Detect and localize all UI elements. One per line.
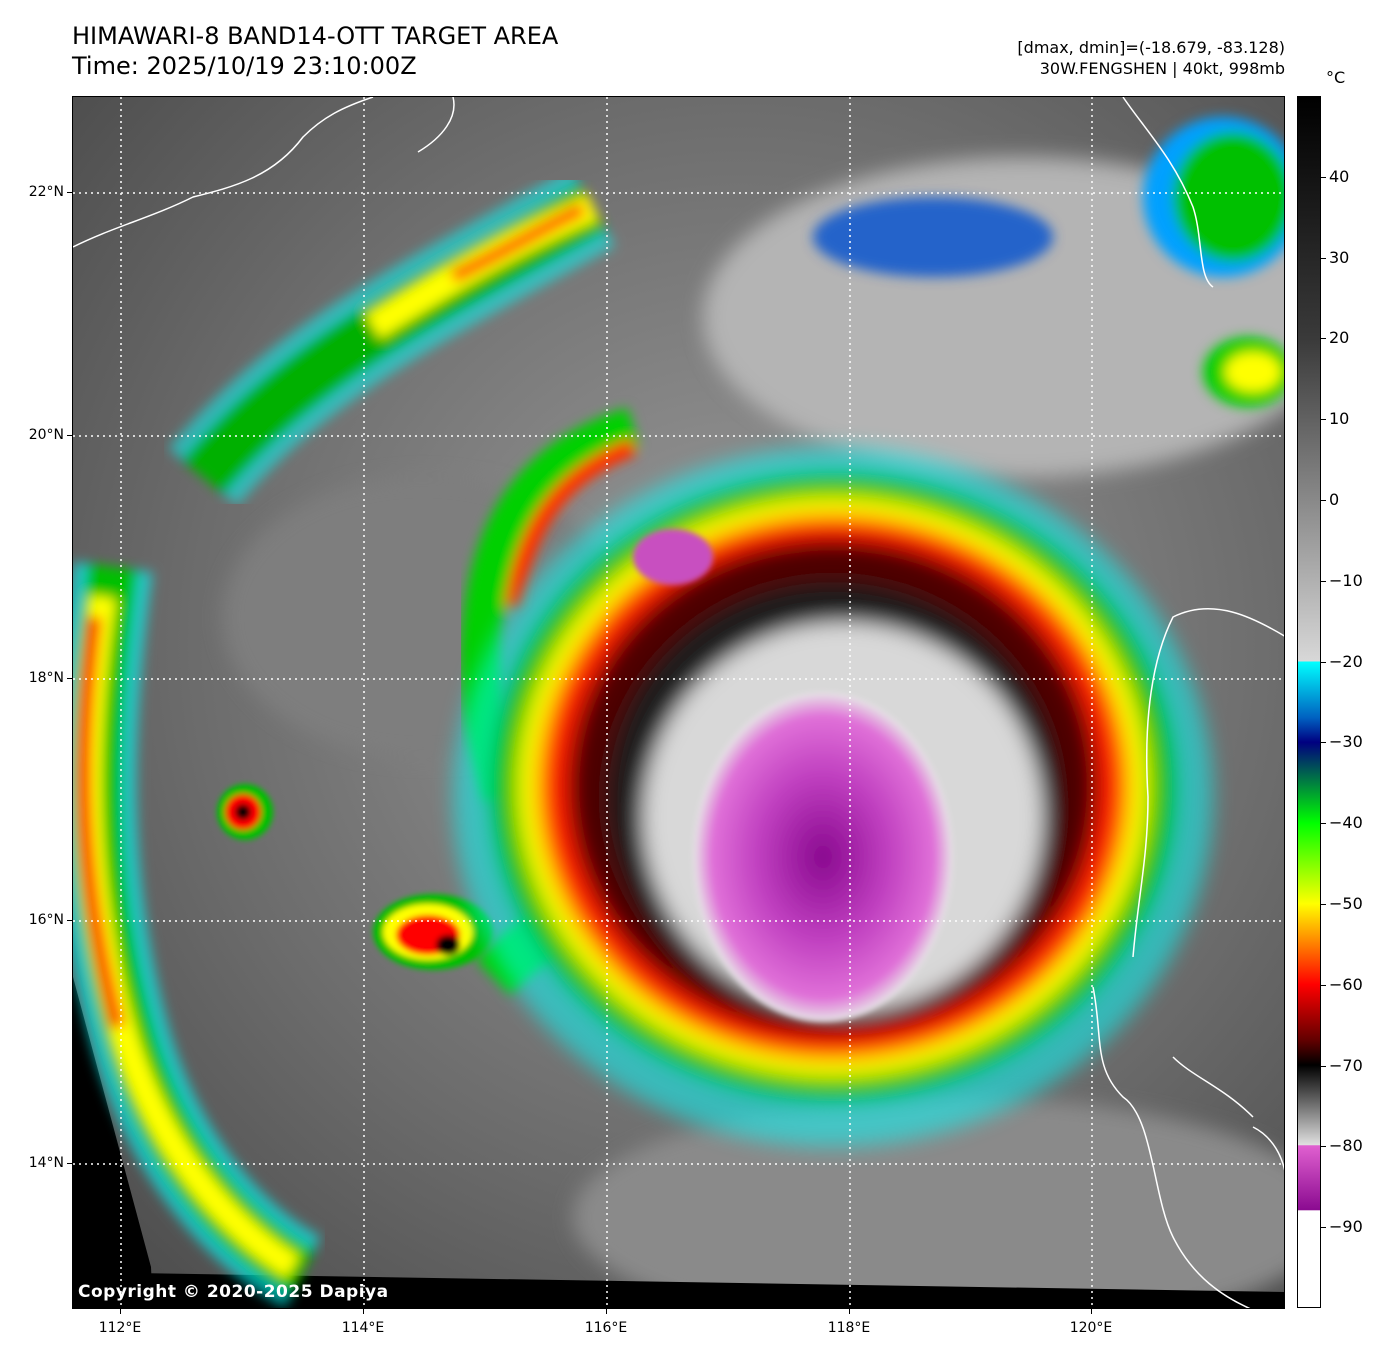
lat-tick [67,920,72,921]
colorbar-unit: °C [1326,68,1346,87]
lat-label-22: 22°N [28,184,64,200]
isolated-cell-west [373,894,493,970]
colorbar-tick [1321,661,1326,663]
lat-tick [67,678,72,679]
colorbar-label: −50 [1329,894,1363,913]
colorbar-label: 30 [1329,247,1350,267]
nodata-left-wedge [73,977,153,1308]
temperature-range-readout: [dmax, dmin]=(-18.679, -83.128) [1017,38,1285,57]
image-title: HIMAWARI-8 BAND14-OTT TARGET AREA [72,22,559,50]
colorbar-label: −90 [1329,1217,1363,1237]
colorbar-tick [1321,823,1326,825]
colorbar-tick [1321,580,1326,582]
lat-tick [67,435,72,436]
colorbar-label: 40 [1329,166,1350,186]
image-timestamp: Time: 2025/10/19 23:10:00Z [72,52,417,80]
lon-tick [606,1309,607,1314]
colorbar-tick [1321,500,1326,501]
colorbar-label: −70 [1329,1055,1363,1075]
lon-tick [120,1309,121,1314]
graticule [73,97,1284,1308]
storm-core-coldest-tops [693,692,953,1022]
colorbar-label: 0 [1329,490,1340,509]
colorbar-label: −20 [1329,651,1363,671]
lat-label-18: 18°N [28,670,64,686]
colorbar-label: −10 [1329,570,1363,590]
colorbar-label: −40 [1329,813,1363,833]
temperature-colorbar [1297,96,1321,1308]
lat-label-14: 14°N [28,1155,64,1171]
nodata-bottom-strip [73,1272,1284,1308]
lon-tick [849,1309,850,1314]
lon-tick [1091,1309,1092,1314]
isolated-cell-southwest [217,784,273,840]
colorbar-label: −60 [1329,974,1363,994]
colorbar-label: 20 [1329,328,1350,348]
colorbar-tick [1321,419,1326,421]
copyright-notice: Copyright © 2020-2025 Dapiya [78,1282,389,1302]
colorbar-tick [1321,1227,1326,1229]
northeast-convection [813,117,1284,407]
western-rainband [73,561,322,1308]
lon-tick [363,1309,364,1314]
colorbar-tick [1321,742,1326,744]
lat-tick [67,1163,72,1164]
lat-tick [67,192,72,193]
lon-label-118: 118°E [827,1320,871,1336]
northwest-rainband [168,167,616,507]
satellite-map: Copyright © 2020-2025 Dapiya [72,96,1285,1309]
lon-label-112: 112°E [98,1320,142,1336]
coastlines [73,97,1284,1308]
colorbar-tick [1321,338,1326,340]
colorbar-tick [1321,984,1326,986]
lon-label-116: 116°E [584,1320,628,1336]
lat-label-20: 20°N [28,427,64,443]
colorbar-tick [1321,257,1326,259]
colorbar-label: −30 [1329,732,1363,752]
storm-info-readout: 30W.FENGSHEN | 40kt, 998mb [1039,59,1285,78]
satellite-imagery [73,97,1284,1308]
colorbar-tick [1321,176,1326,178]
colorbar-label: 10 [1329,409,1350,429]
colorbar-label: −80 [1329,1136,1363,1156]
northern-cold-cell [633,529,713,585]
colorbar-tick [1321,1146,1326,1148]
lat-label-16: 16°N [28,912,64,928]
colorbar-tick [1321,904,1326,905]
colorbar-tick [1321,1065,1326,1067]
lon-label-114: 114°E [341,1320,385,1336]
lower-grey-cloud [573,1097,1284,1308]
lon-label-120: 120°E [1069,1320,1113,1336]
